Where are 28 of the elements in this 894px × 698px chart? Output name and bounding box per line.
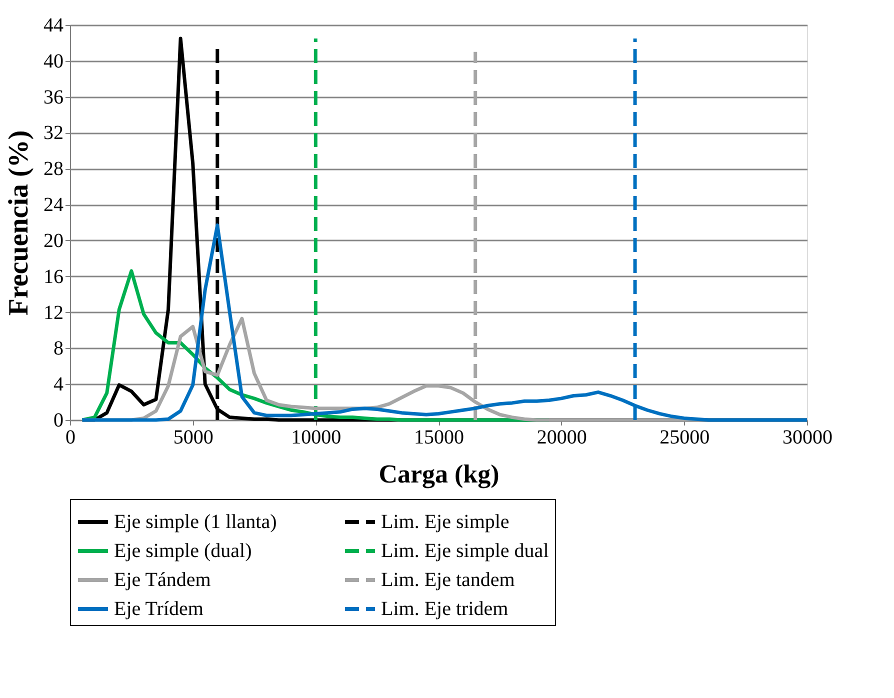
x-tick-label: 30000	[782, 426, 832, 448]
legend-label: Lim. Eje simple	[381, 511, 510, 533]
x-tick-label: 15000	[414, 426, 464, 448]
legend-label: Lim. Eje tandem	[381, 569, 516, 591]
y-tick-label: 4	[54, 374, 64, 396]
y-tick-label: 32	[44, 122, 64, 144]
legend-label: Eje Trídem	[114, 598, 204, 620]
y-tick-label: 40	[44, 50, 64, 72]
y-tick-label: 28	[44, 158, 64, 180]
y-tick-label: 36	[44, 86, 64, 108]
x-tick-label: 20000	[536, 426, 587, 448]
x-tick-label: 25000	[660, 426, 710, 448]
legend-label: Eje Tándem	[114, 569, 212, 591]
legend-label: Eje simple (dual)	[114, 540, 252, 562]
y-tick-label: 24	[44, 194, 64, 216]
y-axis-title: Frecuencia (%)	[4, 130, 34, 316]
x-axis-title: Carga (kg)	[378, 460, 500, 488]
legend-label: Lim. Eje tridem	[381, 598, 509, 620]
y-tick-label: 0	[54, 410, 64, 432]
y-tick-label: 12	[44, 302, 64, 324]
y-tick-label: 20	[44, 230, 64, 252]
y-tick-label: 16	[44, 266, 64, 288]
y-tick-label: 44	[44, 14, 64, 36]
x-tick-label: 10000	[291, 426, 342, 448]
y-tick-label: 8	[54, 338, 64, 360]
x-tick-label: 5000	[173, 426, 214, 448]
legend-label: Eje simple (1 llanta)	[114, 511, 277, 533]
legend-label: Lim. Eje simple dual	[381, 540, 550, 562]
